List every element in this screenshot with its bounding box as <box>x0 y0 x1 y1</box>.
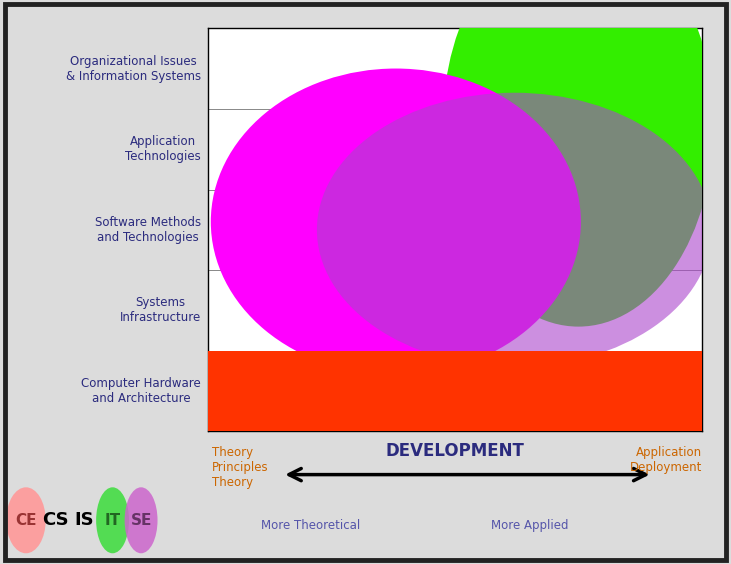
Text: Systems
Infrastructure: Systems Infrastructure <box>120 297 201 324</box>
Ellipse shape <box>211 69 581 375</box>
Bar <box>208 351 702 431</box>
Text: IS: IS <box>75 512 94 529</box>
Text: DEVELOPMENT: DEVELOPMENT <box>386 442 524 460</box>
Text: More Applied: More Applied <box>491 519 569 532</box>
Ellipse shape <box>443 0 714 327</box>
Text: Software Methods
and Technologies: Software Methods and Technologies <box>95 216 201 244</box>
Ellipse shape <box>6 487 45 553</box>
Text: CS: CS <box>42 512 69 529</box>
Ellipse shape <box>96 487 129 553</box>
Text: Theory
Principles
Theory: Theory Principles Theory <box>212 446 268 488</box>
Text: Organizational Issues
& Information Systems: Organizational Issues & Information Syst… <box>66 55 201 82</box>
Bar <box>208 351 702 431</box>
Text: Computer Hardware
and Architecture: Computer Hardware and Architecture <box>81 377 201 405</box>
Text: Application
Deployment: Application Deployment <box>629 446 702 474</box>
Ellipse shape <box>317 92 711 367</box>
Text: More Theoretical: More Theoretical <box>261 519 360 532</box>
Text: IT: IT <box>105 513 121 528</box>
Text: Application
Technologies: Application Technologies <box>125 135 201 163</box>
Text: CE: CE <box>15 513 37 528</box>
Text: SE: SE <box>130 513 152 528</box>
Ellipse shape <box>124 487 157 553</box>
